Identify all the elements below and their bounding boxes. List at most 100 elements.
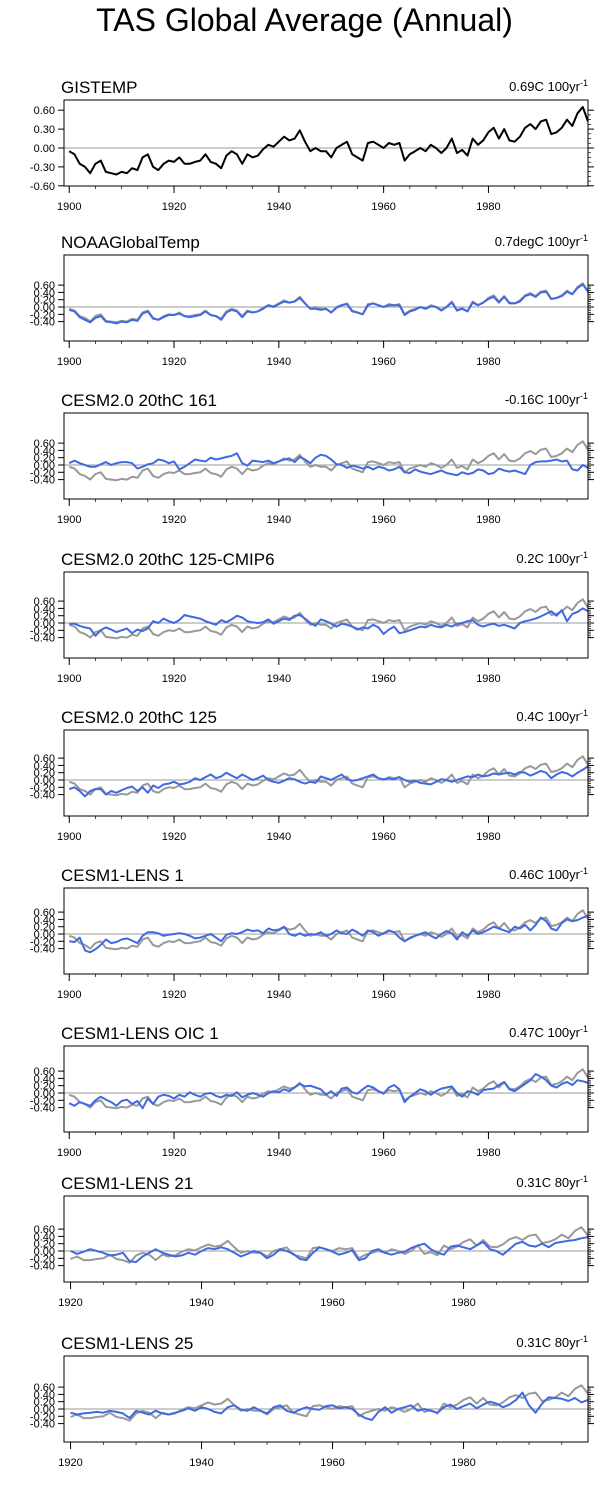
panel-7: CESM1-LENS OIC 1 0.47C 100yr-1 0.600.400.2… [30, 1024, 594, 1159]
y-tick-label: 0.20 [34, 922, 55, 934]
reference-series-line [70, 1384, 588, 1422]
x-tick-label: 1900 [57, 831, 81, 843]
y-tick-label: 0.20 [34, 1397, 55, 1409]
panel-title: CESM2.0 20thC 125 [61, 708, 217, 727]
y-tick-label: 0.40 [34, 760, 55, 772]
trend-label: -0.16C 100yr-1 [505, 391, 588, 407]
trend-label: 0.69C 100yr-1 [509, 78, 588, 94]
trend-value: 0.7degC 100yr [495, 234, 581, 249]
y-tick-label: -0.40 [30, 944, 55, 956]
y-tick-label: 0.20 [34, 611, 55, 623]
y-tick-label: -0.40 [30, 317, 55, 329]
x-tick-label: 1900 [57, 201, 81, 213]
trend-value: 0.31C 80yr [516, 1335, 580, 1350]
y-tick-label: -0.20 [30, 1253, 55, 1265]
panel-5: CESM2.0 20thC 125 0.4C 100yr-1 0.600.400.2… [30, 708, 594, 843]
x-tick-label: 1960 [371, 673, 395, 685]
y-tick-label: -0.20 [30, 1095, 55, 1107]
x-tick-label: 1920 [162, 201, 186, 213]
panel-1: GISTEMP 0.69C 100yr-1 0.60 0.30 0.00 -0.30 -0.… [30, 78, 594, 213]
x-tick-label: 1960 [320, 1457, 344, 1469]
reference-series-line [68, 598, 588, 640]
plot-frame [63, 571, 589, 659]
model-series-line [68, 283, 588, 325]
x-tick-label: 1900 [57, 356, 81, 368]
y-tick-label: 0.00 [34, 929, 55, 941]
model-series-line [70, 1236, 588, 1263]
x-tick-label: 1900 [57, 673, 81, 685]
x-tick-label: 1940 [267, 673, 291, 685]
y-tick-label: 0.40 [34, 1389, 55, 1401]
trend-exponent: -1 [580, 1334, 588, 1344]
y-tick-label: -0.40 [30, 790, 55, 802]
y-tick-label: 0.40 [34, 1073, 55, 1085]
trend-label: 0.4C 100yr-1 [516, 708, 588, 724]
x-tick-label: 1980 [476, 989, 500, 1001]
y-tick-label: 0.40 [34, 603, 55, 615]
plot-frame [63, 729, 589, 817]
trend-label: 0.7degC 100yr-1 [495, 233, 588, 249]
x-tick-label: 1920 [162, 673, 186, 685]
plot-frame [63, 1045, 589, 1133]
trend-exponent: -1 [580, 1024, 588, 1034]
y-tick-label: 0.00 [34, 618, 55, 630]
trend-value: -0.16C 100yr [505, 392, 581, 407]
reference-series-line [68, 440, 588, 482]
x-tick-label: 1980 [476, 201, 500, 213]
trend-value: 0.69C 100yr [509, 79, 580, 94]
y-tick-label: 0.40 [34, 914, 55, 926]
chart-main-title: TAS Global Average (Annual) [96, 2, 513, 38]
trend-value: 0.31C 80yr [516, 1175, 580, 1190]
y-tick-label: 0.20 [34, 295, 55, 307]
y-tick-label: -0.40 [30, 1103, 55, 1115]
x-tick-label: 1940 [267, 1147, 291, 1159]
y-tick-label: 0.60 [34, 1066, 55, 1078]
y-tick-label: 0.00 [34, 143, 55, 155]
panel-9: CESM1-LENS 25 0.31C 80yr-1 0.600.400.200.0… [30, 1334, 594, 1469]
panel-title: CESM1-LENS 25 [61, 1334, 193, 1353]
reference-series-line [68, 755, 588, 797]
y-tick-label: 0.60 [34, 1382, 55, 1394]
y-tick-label: 0.00 [34, 775, 55, 787]
trend-exponent: -1 [580, 550, 588, 560]
trend-value: 0.46C 100yr [509, 867, 580, 882]
y-tick-label: 0.60 [34, 753, 55, 765]
x-tick-label: 1900 [57, 989, 81, 1001]
x-tick-label: 1960 [371, 356, 395, 368]
x-tick-label: 1980 [451, 1457, 475, 1469]
x-tick-label: 1980 [476, 1147, 500, 1159]
panel-title: NOAAGlobalTemp [61, 233, 200, 252]
trend-exponent: -1 [580, 1174, 588, 1184]
y-tick-label: 0.20 [34, 768, 55, 780]
y-tick-label: 0.60 [34, 105, 55, 117]
trend-exponent: -1 [580, 866, 588, 876]
x-tick-label: 1920 [162, 1147, 186, 1159]
y-tick-label: 0.60 [34, 438, 55, 450]
plot-frame [63, 254, 589, 342]
panel-8: CESM1-LENS 21 0.31C 80yr-1 0.600.400.200.0… [30, 1174, 594, 1309]
plot-frame [63, 412, 589, 500]
plot-frame [63, 887, 589, 975]
y-tick-label: 0.30 [34, 124, 55, 136]
plot-frame [63, 1355, 589, 1443]
y-tick-label: 0.00 [34, 1246, 55, 1258]
x-tick-label: 1980 [476, 514, 500, 526]
y-tick-label: -0.20 [30, 309, 55, 321]
y-tick-label: 0.40 [34, 287, 55, 299]
panel-4: CESM2.0 20thC 125-CMIP6 0.2C 100yr-10.600… [30, 550, 594, 685]
panel-title: CESM2.0 20thC 125-CMIP6 [61, 550, 275, 569]
model-series-line [69, 914, 588, 954]
trend-exponent: -1 [580, 78, 588, 88]
trend-exponent: -1 [580, 708, 588, 718]
x-tick-label: 1980 [476, 831, 500, 843]
y-tick-label: -0.40 [30, 633, 55, 645]
trend-label: 0.31C 80yr-1 [516, 1334, 588, 1350]
trend-label: 0.31C 80yr-1 [516, 1174, 588, 1190]
panel-title: CESM1-LENS 21 [61, 1174, 193, 1193]
x-tick-label: 1920 [58, 1297, 82, 1309]
panel-2: NOAAGlobalTemp 0.7degC 100yr-1 0.600.400.2… [30, 233, 594, 368]
y-tick-label: -0.20 [30, 782, 55, 794]
trend-exponent: -1 [580, 391, 588, 401]
x-tick-label: 1940 [189, 1457, 213, 1469]
